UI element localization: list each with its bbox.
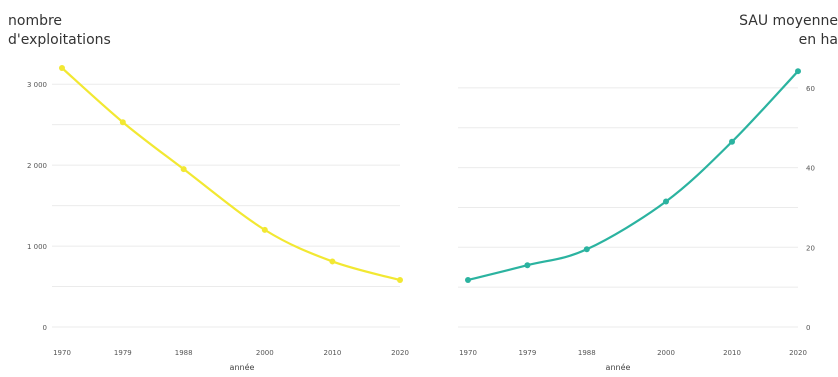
y-tick-label: 0 [43,324,47,332]
y-tick-label: 40 [806,165,815,173]
x-tick-label: 2010 [323,349,341,357]
ylabel-sau-line1: SAU moyenne [739,13,838,29]
x-tick-label: 1979 [114,349,132,357]
series-sau [465,68,801,283]
data-point [465,276,471,283]
xticks-farms: 1970 1979 1988 2000 2010 2020 [53,349,409,357]
x-tick-label: 1970 [53,349,71,357]
xlabel-sau: année [606,362,631,372]
data-point [180,166,187,173]
data-point [119,119,126,126]
ylabel-farms-line2: d'exploitations [8,32,111,48]
grid-farms [52,83,400,328]
series-line [467,70,799,282]
y-tick-label: 20 [806,244,815,252]
data-point [583,246,590,253]
y-tick-label: 2 000 [27,162,47,170]
data-point [663,198,669,205]
yticks-sau: 0 20 40 60 [806,85,815,332]
x-tick-label: 2000 [657,349,675,357]
data-point [59,65,65,71]
xticks-sau: 1970 1979 1988 2000 2010 2020 [459,349,807,357]
data-point [261,226,268,233]
x-tick-label: 1970 [459,349,477,357]
y-tick-label: 1 000 [27,243,47,251]
x-tick-label: 2010 [723,349,741,357]
y-tick-label: 60 [806,85,815,93]
y-tick-label: 0 [806,324,810,332]
x-tick-label: 1988 [578,349,596,357]
xlabel-farms: année [230,362,255,372]
panel-sau: SAU moyenne en ha 0 20 40 60 1970 1979 1988 20… [458,13,838,372]
data-point [329,258,336,265]
ylabel-sau-line2: en ha [799,32,838,48]
series-line [61,67,401,282]
x-tick-label: 2000 [256,349,274,357]
series-farms [59,65,403,284]
data-point [524,262,531,269]
yticks-farms: 0 1 000 2 000 3 000 [27,81,47,332]
x-tick-label: 1979 [518,349,536,357]
x-tick-label: 1988 [175,349,193,357]
ylabel-farms-line1: nombre [8,13,62,29]
grid-sau [458,87,798,328]
y-tick-label: 3 000 [27,81,47,89]
x-tick-label: 2020 [789,349,807,357]
data-point [795,68,801,75]
data-point [729,138,735,145]
data-point [397,277,403,284]
x-tick-label: 2020 [391,349,409,357]
